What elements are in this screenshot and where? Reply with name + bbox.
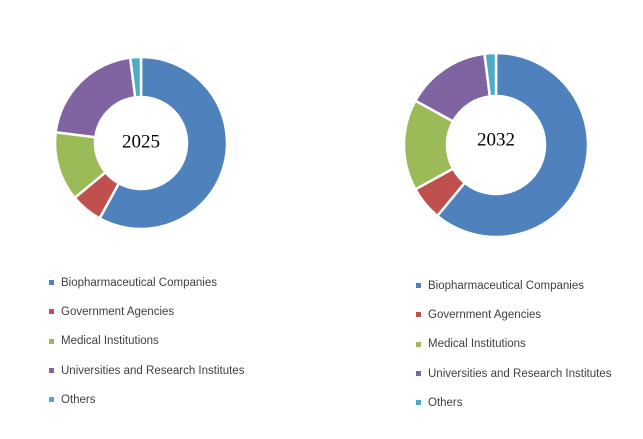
legend-swatch <box>49 368 54 374</box>
donut-slice-biopharmaceutical <box>98 55 229 231</box>
legend-swatch <box>416 312 421 318</box>
donut-slice-universities <box>54 56 137 139</box>
legend-label: Biopharmaceutical Companies <box>61 276 217 289</box>
legend-swatch <box>49 309 54 315</box>
legend-item: Medical Institutions <box>416 330 611 359</box>
legend-label: Universities and Research Institutes <box>61 364 245 377</box>
legend-label: Medical Institutions <box>428 338 526 351</box>
donut-slice-biopharmaceutical <box>436 51 590 239</box>
legend-item: Government Agencies <box>416 300 611 329</box>
legend-label: Others <box>428 396 463 409</box>
legend-item: Biopharmaceutical Companies <box>416 271 611 300</box>
legend-swatch <box>416 341 421 347</box>
legend-label: Others <box>61 393 96 406</box>
legend-swatch <box>49 338 54 344</box>
legend-swatch <box>49 397 54 403</box>
legend-label: Biopharmaceutical Companies <box>428 279 584 292</box>
legend-swatch <box>416 400 421 406</box>
legend-item: Others <box>49 385 244 414</box>
legend-label: Government Agencies <box>61 305 175 318</box>
donut-chart-2032 <box>402 51 590 239</box>
donut-chart-2025 <box>53 55 229 231</box>
legend-2025: Biopharmaceutical Companies Government A… <box>49 268 244 414</box>
center-label-2032: 2032 <box>477 129 515 150</box>
legend-item: Medical Institutions <box>49 327 244 356</box>
legend-item: Universities and Research Institutes <box>49 356 244 385</box>
center-label-2025: 2025 <box>122 131 160 152</box>
legend-swatch <box>416 283 421 289</box>
legend-swatch <box>416 371 421 377</box>
legend-label: Medical Institutions <box>61 335 159 348</box>
legend-item: Universities and Research Institutes <box>416 359 611 388</box>
donut-slice-others <box>128 55 143 99</box>
legend-item: Others <box>416 388 611 417</box>
legend-2032: Biopharmaceutical Companies Government A… <box>416 271 611 417</box>
legend-item: Government Agencies <box>49 297 244 326</box>
legend-item: Biopharmaceutical Companies <box>49 268 244 297</box>
donut-slice-others <box>483 51 498 98</box>
legend-label: Universities and Research Institutes <box>428 367 612 380</box>
legend-swatch <box>49 280 54 286</box>
legend-label: Government Agencies <box>428 308 542 321</box>
